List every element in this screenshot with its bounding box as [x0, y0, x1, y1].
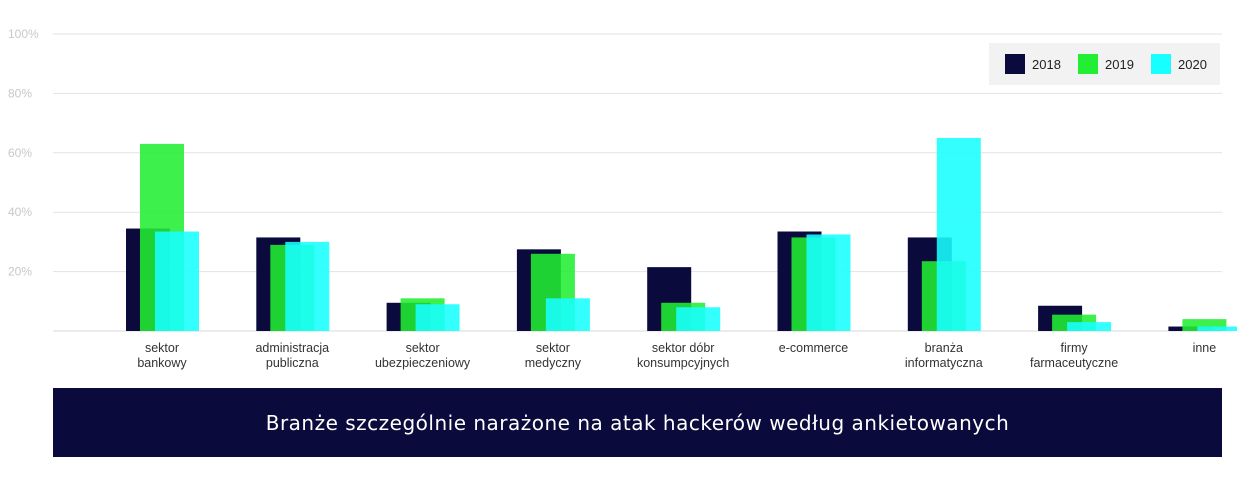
bar-chart: 20% 40% 60% 80% 100% sektor bankowy administra…: [8, 27, 1237, 370]
legend-label-2018: 2018: [1032, 57, 1061, 72]
legend-swatch-2018: [1005, 54, 1025, 74]
gridlines: [53, 33, 1222, 332]
legend-label-2020: 2020: [1178, 57, 1207, 72]
x-axis-labels: sektor bankowy administracja publiczna sekto…: [137, 341, 1216, 370]
x-category-label: sektor medyczny: [525, 341, 582, 370]
y-axis-ticks: 20% 40% 60% 80% 100%: [8, 27, 39, 279]
bar-2020: [1067, 322, 1112, 331]
bar-2020: [676, 307, 721, 331]
chart-title-bar: Branże szczególnie narażone na atak hack…: [53, 388, 1222, 457]
chart-title: Branże szczególnie narażone na atak hack…: [265, 410, 1010, 435]
legend: 2018 2019 2020: [989, 43, 1220, 85]
legend-swatch-2019: [1078, 54, 1098, 74]
x-category-label: sektor ubezpieczeniowy: [375, 341, 471, 370]
y-tick-label: 20%: [8, 265, 32, 279]
y-tick-label: 100%: [8, 27, 39, 41]
bar-2019: [1182, 319, 1227, 331]
bar-2020: [155, 231, 199, 331]
y-tick-label: 80%: [8, 86, 32, 100]
bar-2020: [415, 304, 460, 331]
legend-background: [989, 43, 1220, 85]
x-category-label: firmy farmaceutyczne: [1030, 341, 1118, 370]
bar-2020: [936, 137, 981, 331]
x-category-label: sektor dóbr konsumpcyjnych: [637, 341, 729, 370]
y-tick-label: 60%: [8, 146, 32, 160]
x-category-label: e-commerce: [779, 341, 849, 355]
legend-swatch-2020: [1151, 54, 1171, 74]
y-tick-label: 40%: [8, 205, 32, 219]
legend-label-2019: 2019: [1105, 57, 1134, 72]
bar-2020: [1197, 326, 1237, 331]
x-category-label: branża informatyczna: [905, 341, 983, 370]
bar-2020: [285, 241, 330, 331]
bars: [126, 137, 1237, 331]
bar-2020: [545, 298, 590, 331]
x-category-label: administracja publiczna: [255, 341, 329, 370]
x-category-label: sektor bankowy: [137, 341, 187, 370]
bar-2020: [806, 234, 851, 331]
x-category-label: inne: [1193, 341, 1217, 355]
